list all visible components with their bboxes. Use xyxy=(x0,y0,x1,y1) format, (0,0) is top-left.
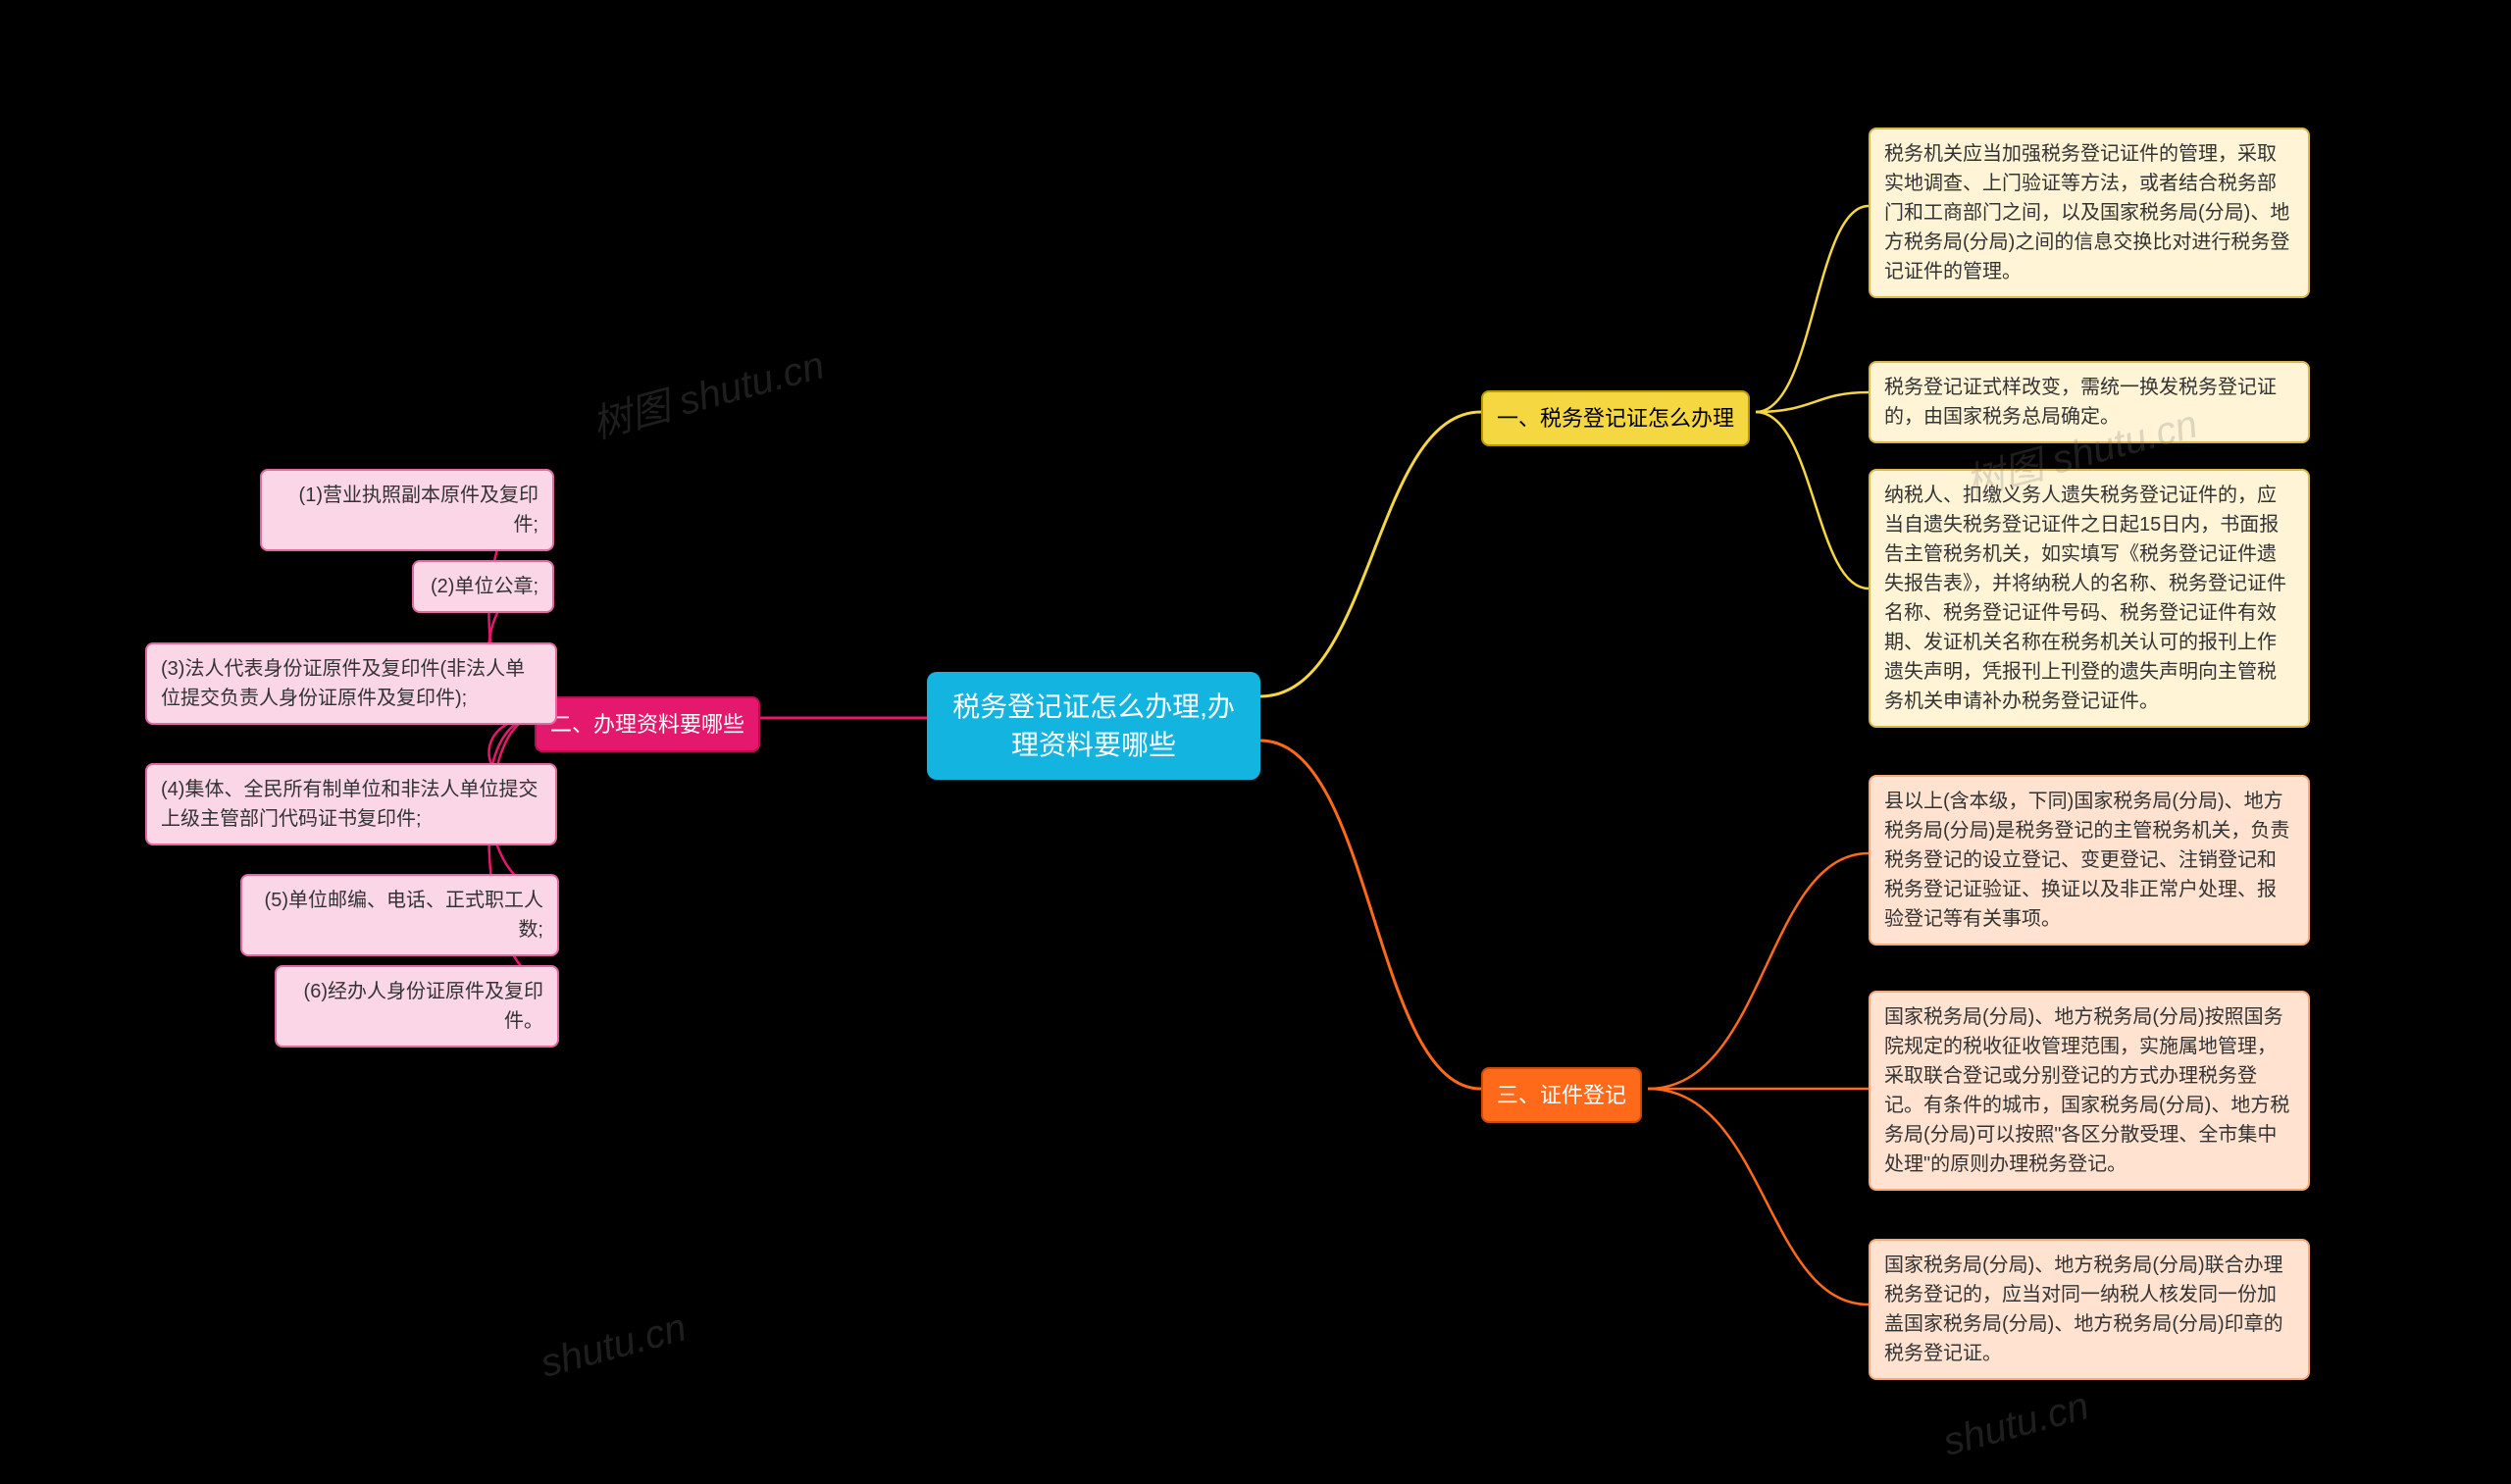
leaf-text: 国家税务局(分局)、地方税务局(分局)联合办理税务登记的，应当对同一纳税人核发同… xyxy=(1884,1254,2283,1364)
branch-2-leaf-0[interactable]: (1)营业执照副本原件及复印件; xyxy=(260,469,554,551)
branch-1-leaf-1[interactable]: 税务登记证式样改变，需统一换发税务登记证的，由国家税务总局确定。 xyxy=(1869,361,2310,443)
branch-1-leaf-0[interactable]: 税务机关应当加强税务登记证件的管理，采取实地调查、上门验证等方法，或者结合税务部… xyxy=(1869,128,2310,298)
branch-2[interactable]: 二、办理资料要哪些 xyxy=(535,696,760,752)
watermark: shutu.cn xyxy=(537,1305,692,1387)
leaf-text: 纳税人、扣缴义务人遗失税务登记证件的，应当自遗失税务登记证件之日起15日内，书面… xyxy=(1884,485,2286,712)
watermark: shutu.cn xyxy=(1939,1384,2094,1465)
root-node[interactable]: 税务登记证怎么办理,办理资料要哪些 xyxy=(927,672,1260,780)
leaf-text: (4)集体、全民所有制单位和非法人单位提交上级主管部门代码证书复印件; xyxy=(161,779,538,830)
branch-3-label: 三、证件登记 xyxy=(1497,1083,1626,1107)
branch-2-label: 二、办理资料要哪些 xyxy=(550,712,744,737)
branch-3-leaf-2[interactable]: 国家税务局(分局)、地方税务局(分局)联合办理税务登记的，应当对同一纳税人核发同… xyxy=(1869,1239,2310,1380)
root-text: 税务登记证怎么办理,办理资料要哪些 xyxy=(952,691,1235,760)
leaf-text: 国家税务局(分局)、地方税务局(分局)按照国务院规定的税收征收管理范围，实施属地… xyxy=(1884,1006,2289,1175)
watermark: 树图 shutu.cn xyxy=(586,333,830,450)
leaf-text: (1)营业执照副本原件及复印件; xyxy=(299,485,538,536)
branch-1-label: 一、税务登记证怎么办理 xyxy=(1497,406,1734,431)
branch-3-leaf-1[interactable]: 国家税务局(分局)、地方税务局(分局)按照国务院规定的税收征收管理范围，实施属地… xyxy=(1869,991,2310,1191)
branch-2-leaf-1[interactable]: (2)单位公章; xyxy=(412,560,554,613)
branch-3-leaf-0[interactable]: 县以上(含本级，下同)国家税务局(分局)、地方税务局(分局)是税务登记的主管税务… xyxy=(1869,775,2310,946)
leaf-text: 税务登记证式样改变，需统一换发税务登记证的，由国家税务总局确定。 xyxy=(1884,377,2277,428)
leaf-text: (5)单位邮编、电话、正式职工人数; xyxy=(265,890,543,941)
leaf-text: (2)单位公章; xyxy=(431,576,538,597)
branch-2-leaf-4[interactable]: (5)单位邮编、电话、正式职工人数; xyxy=(240,874,559,956)
leaf-text: 税务机关应当加强税务登记证件的管理，采取实地调查、上门验证等方法，或者结合税务部… xyxy=(1884,143,2289,282)
branch-1[interactable]: 一、税务登记证怎么办理 xyxy=(1481,390,1750,446)
branch-2-leaf-5[interactable]: (6)经办人身份证原件及复印件。 xyxy=(275,965,559,1048)
leaf-text: 县以上(含本级，下同)国家税务局(分局)、地方税务局(分局)是税务登记的主管税务… xyxy=(1884,791,2289,930)
leaf-text: (6)经办人身份证原件及复印件。 xyxy=(304,981,543,1032)
branch-3[interactable]: 三、证件登记 xyxy=(1481,1067,1642,1123)
branch-2-leaf-2[interactable]: (3)法人代表身份证原件及复印件(非法人单位提交负责人身份证原件及复印件); xyxy=(145,642,557,725)
branch-1-leaf-2[interactable]: 纳税人、扣缴义务人遗失税务登记证件的，应当自遗失税务登记证件之日起15日内，书面… xyxy=(1869,469,2310,728)
branch-2-leaf-3[interactable]: (4)集体、全民所有制单位和非法人单位提交上级主管部门代码证书复印件; xyxy=(145,763,557,845)
leaf-text: (3)法人代表身份证原件及复印件(非法人单位提交负责人身份证原件及复印件); xyxy=(161,658,525,709)
